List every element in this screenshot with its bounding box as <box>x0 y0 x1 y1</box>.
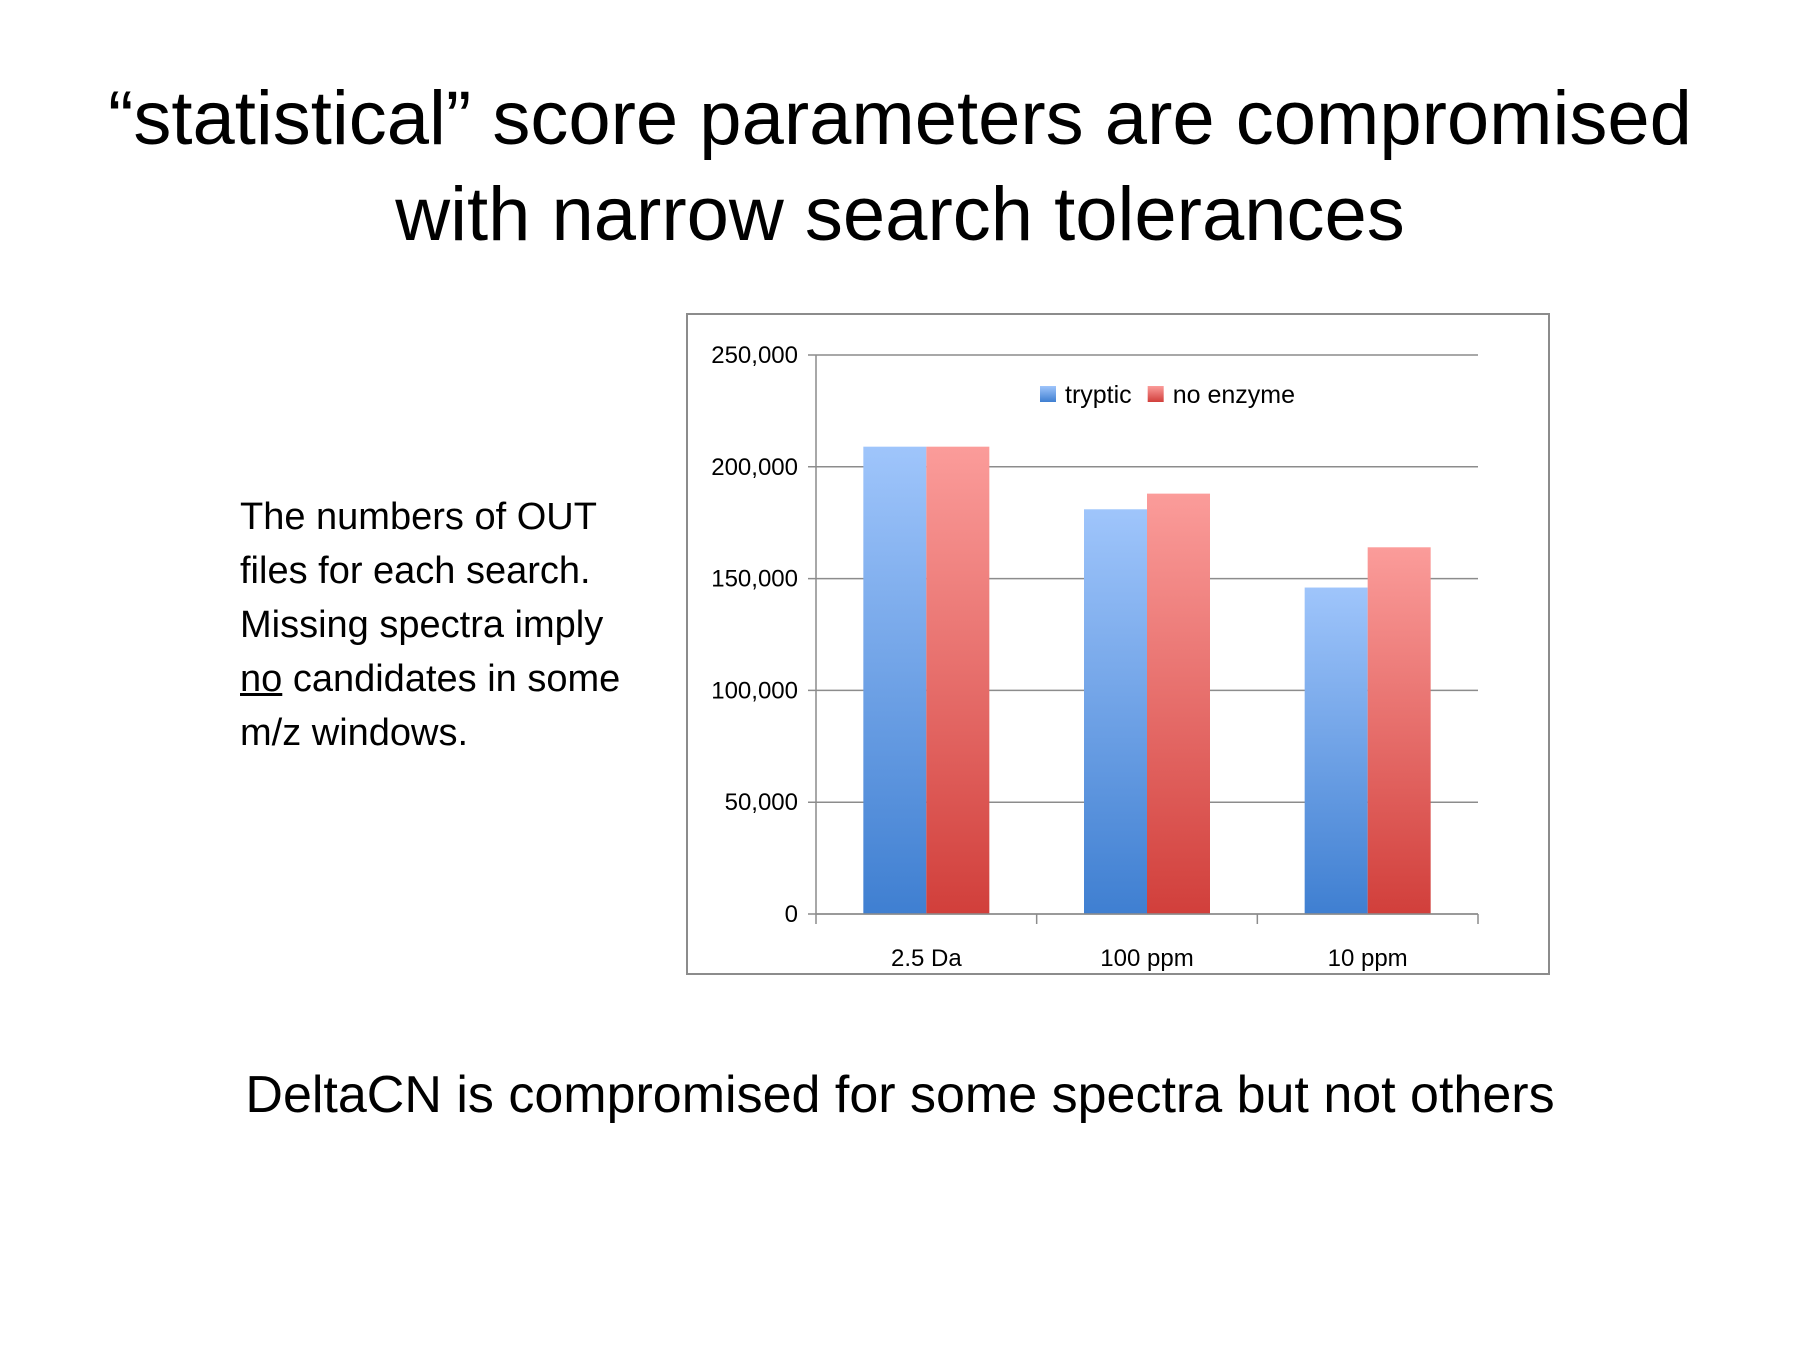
bar-no-enzyme-2 <box>1367 547 1431 914</box>
legend-swatch <box>1040 386 1056 402</box>
side-text-line-3: Missing spectra imply <box>240 604 604 646</box>
bars <box>863 446 1431 914</box>
side-text-line-5: m/z windows. <box>240 712 469 754</box>
y-tick-label: 250,000 <box>711 342 798 369</box>
chart-frame: 0 50,000 100,000 150,000 200,000 250,000 2.5 D… <box>686 313 1550 975</box>
y-tick-label: 0 <box>785 901 798 928</box>
x-tick-label: 100 ppm <box>1100 945 1193 972</box>
legend-label: tryptic <box>1065 381 1132 409</box>
y-tick-label: 50,000 <box>725 789 798 816</box>
legend: tryptic no enzyme <box>1040 381 1295 409</box>
bar-tryptic-1 <box>1084 509 1147 914</box>
bar-no-enzyme-1 <box>1147 493 1210 914</box>
y-tick-label: 150,000 <box>711 566 798 593</box>
x-tick-label: 2.5 Da <box>891 945 962 972</box>
bar-tryptic-2 <box>1304 587 1368 914</box>
side-text-line-2: files for each search. <box>240 550 591 592</box>
slide-title-line-1: “statistical” score parameters are compr… <box>108 76 1692 161</box>
legend-swatch <box>1147 386 1164 402</box>
bar-tryptic-0 <box>863 446 927 914</box>
side-text-block: The numbers of OUT files for each search… <box>240 490 680 760</box>
side-text-line-1: The numbers of OUT <box>240 496 597 538</box>
side-text-line-4-rest: candidates in some <box>282 658 621 700</box>
tick-labels: 0 50,000 100,000 150,000 200,000 250,000 2.5 D… <box>711 342 1407 972</box>
y-tick-label: 100,000 <box>711 677 798 704</box>
legend-label: no enzyme <box>1173 381 1295 409</box>
bar-chart: 0 50,000 100,000 150,000 200,000 250,000 2.5 D… <box>711 342 1479 972</box>
x-tick-label: 10 ppm <box>1328 945 1408 972</box>
side-text-line-4: no candidates in some <box>240 652 680 706</box>
bar-no-enzyme-0 <box>926 446 990 914</box>
bottom-caption: DeltaCN is compromised for some spectra … <box>245 1066 1555 1124</box>
axes <box>815 355 1479 924</box>
side-text-underlined-word: no <box>240 658 283 700</box>
y-tick-label: 200,000 <box>711 454 798 481</box>
slide-title-line-2: with narrow search tolerances <box>395 172 1405 257</box>
